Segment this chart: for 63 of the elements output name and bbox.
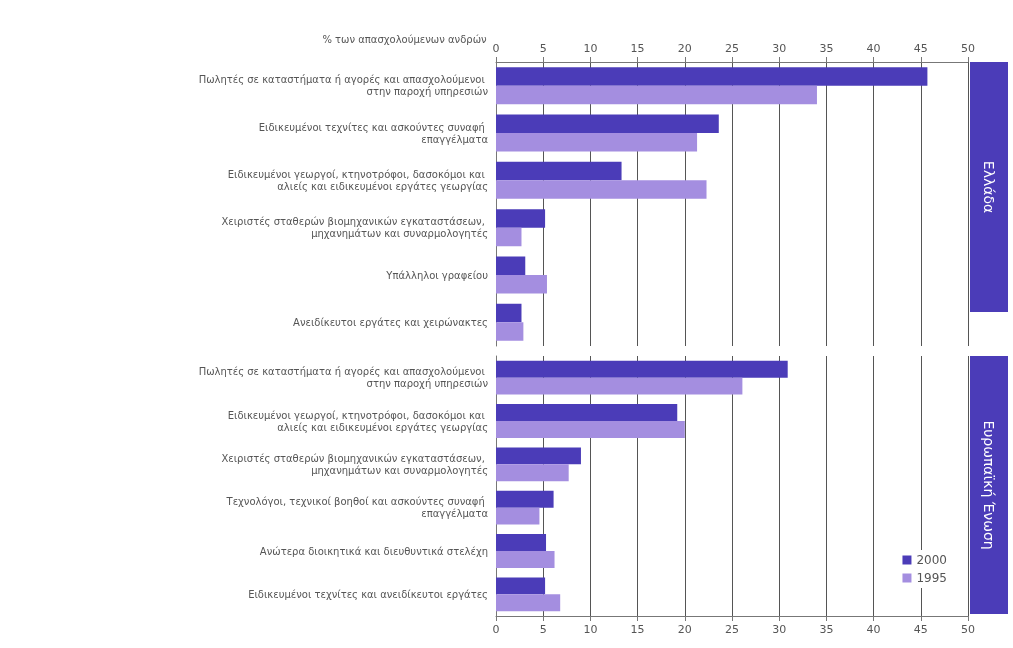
x-tick-label: 0 [492, 42, 500, 55]
bar [496, 275, 547, 294]
bar [496, 322, 524, 341]
x-tick-label: 10 [583, 42, 598, 55]
y-tick-label: Χειριστές σταθερών βιομηχανικών εγκαταστάσεων, μηχανημάτων και συναρμολογητές [221, 452, 488, 476]
bar [496, 114, 719, 133]
bar [496, 303, 522, 323]
y-tick-label: Ειδικευμένοι τεχνίτες και ανειδίκευτοι εργάτες [248, 588, 488, 600]
bar [496, 227, 522, 247]
y-tick-label: Πωλητές σε καταστήματα ή αγορές και απασχολούμενοι στην παροχή υπηρεσιών [198, 366, 489, 390]
x-tick-label: 5 [539, 42, 547, 55]
y-tick-label: Χειριστές σταθερών βιομηχανικών εγκαταστάσεων, μηχανημάτων και συναρμολογητές [221, 216, 488, 240]
text: Ελλάδα [981, 160, 997, 214]
y-tick-label: Ανειδίκευτοι εργάτες και χειρώνακτες [293, 316, 488, 328]
legend-label: 1995 [916, 571, 948, 585]
bar [496, 447, 581, 465]
x-tick-label: 50 [961, 623, 975, 636]
x-tick-label: 0 [492, 623, 500, 636]
y-tick-label: Ειδικευμένοι γεωργοί, κτηνοτρόφοι, δασοκόμοι και αλιείς και ειδικευμένοι εργάτες γεωργίας [227, 168, 488, 192]
bar [496, 577, 546, 595]
y-tick-label: Τεχνολόγοι, τεχνικοί βοηθοί και ασκούντες συναφή επαγγέλματα [225, 496, 489, 520]
x-tick-label: 10 [583, 623, 598, 636]
text: Ευρωπαϊκή Ένωση [981, 420, 997, 550]
x-tick-label: 40 [866, 42, 881, 55]
bar [496, 209, 546, 228]
y-tick-label: Ειδικευμένοι γεωργοί, κτηνοτρόφοι, δασοκόμοι και αλιείς και ειδικευμένοι εργάτες γεωργίας [227, 409, 488, 433]
x-tick-label: 35 [819, 623, 834, 636]
bar [496, 421, 685, 438]
x-tick-label: 15 [630, 42, 645, 55]
y-tick-label: Πωλητές σε καταστήματα ή αγορές και απασχολούμενοι στην παροχή υπηρεσιών [198, 74, 489, 98]
bar [496, 490, 554, 508]
x-tick-label: 30 [772, 623, 787, 636]
x-tick-label: 5 [539, 623, 547, 636]
x-tick-label: 25 [725, 42, 739, 55]
y-tick-label: Ειδικευμένοι τεχνίτες και ασκούντες συναφή επαγγέλματα [258, 121, 489, 145]
bar [496, 161, 622, 181]
x-tick-label: 15 [630, 623, 645, 636]
y-tick-label: Ανώτερα διοικητικά και διευθυντικά στελέχη [259, 545, 488, 557]
bar [496, 256, 526, 275]
x-tick-label: 20 [677, 623, 692, 636]
bar [496, 377, 743, 395]
x-tick-label: 35 [819, 42, 834, 55]
bar [496, 360, 788, 378]
x-tick-label: 30 [772, 42, 787, 55]
x-tick-label: 20 [677, 42, 692, 55]
bar [496, 534, 547, 551]
x-tick-label: 25 [725, 623, 739, 636]
x-tick-label: 50 [961, 42, 975, 55]
bar [496, 507, 540, 525]
bar [496, 133, 698, 152]
x-tick-label: 45 [913, 623, 928, 636]
x-tick-label: 40 [866, 623, 881, 636]
x-tick-label: 45 [913, 42, 928, 55]
legend-label: 2000 [916, 553, 948, 567]
bar [496, 464, 569, 482]
bar [496, 67, 928, 86]
y-tick-label: Υπάλληλοι γραφείου [385, 269, 489, 281]
bar [496, 594, 561, 612]
bar [496, 404, 678, 421]
x-axis-title: % των απασχολούμενων ανδρών [322, 33, 488, 45]
bar [496, 180, 707, 199]
bar [496, 85, 817, 105]
bar [496, 551, 555, 568]
